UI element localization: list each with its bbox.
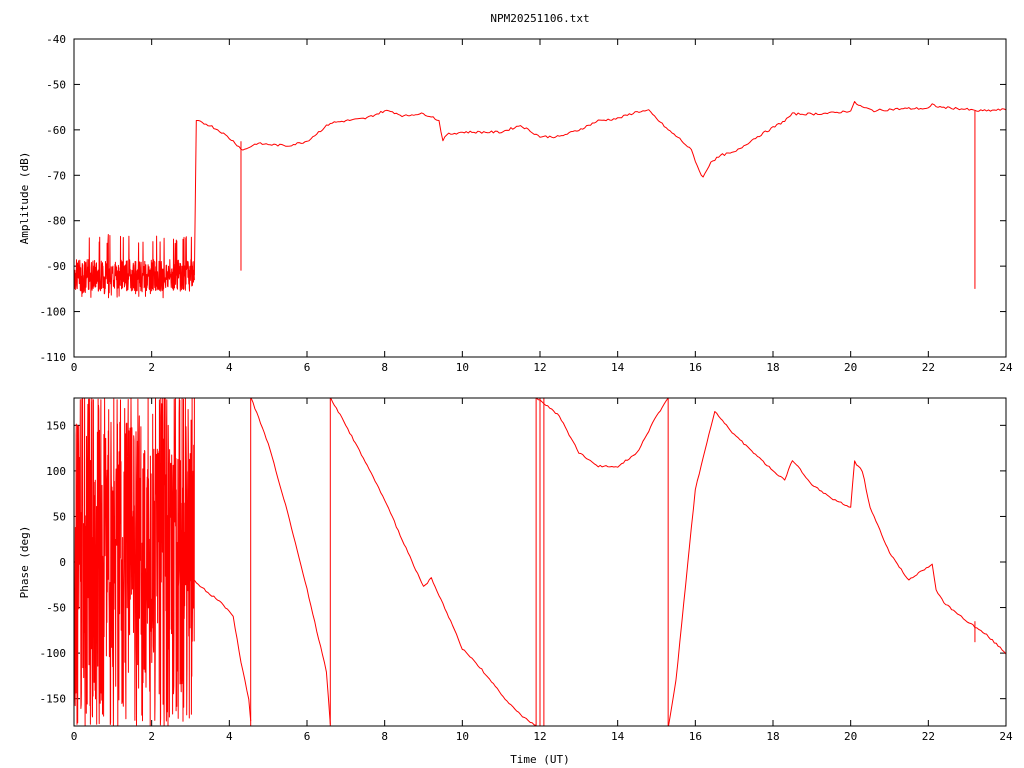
phase-ticks: 0 2 4 6 8 10 12 14 16 18 20 22 24150100500-50-100-15… (40, 398, 1013, 743)
amplitude-panel: 0 2 4 6 8 10 12 14 16 18 20 22 24-40-50-60-70-80-90-… (18, 33, 1013, 374)
phase-x-tick-label: 16 (689, 730, 702, 743)
amplitude-noise-band (73, 234, 195, 299)
amplitude-y-tick-label: -70 (46, 169, 66, 182)
amplitude-y-tick-label: -90 (46, 260, 66, 273)
amplitude-x-tick-label: 16 (689, 361, 702, 374)
phase-y-axis-label: Phase (deg) (18, 526, 31, 599)
phase-y-tick-label: -150 (40, 693, 67, 706)
phase-x-tick-label: 2 (148, 730, 155, 743)
amplitude-x-tick-label: 4 (226, 361, 233, 374)
amplitude-x-tick-label: 10 (456, 361, 469, 374)
amplitude-y-tick-label: -60 (46, 124, 66, 137)
amplitude-y-tick-label: -50 (46, 78, 66, 91)
phase-plot-frame (73, 397, 1007, 727)
phase-x-tick-label: 8 (381, 730, 388, 743)
amplitude-ticks: 0 2 4 6 8 10 12 14 16 18 20 22 24-40-50-60-70-80-90-… (40, 33, 1013, 374)
amplitude-x-tick-label: 6 (304, 361, 311, 374)
amplitude-trace (73, 101, 1007, 299)
phase-x-tick-label: 18 (766, 730, 779, 743)
phase-x-tick-label: 10 (456, 730, 469, 743)
amplitude-x-tick-label: 24 (999, 361, 1013, 374)
amplitude-x-tick-label: 8 (381, 361, 388, 374)
chart-title: NPM20251106.txt (490, 12, 589, 25)
amplitude-x-tick-label: 14 (611, 361, 625, 374)
x-axis-label: Time (UT) (510, 753, 570, 766)
phase-x-tick-label: 12 (533, 730, 546, 743)
amplitude-y-tick-label: -100 (40, 306, 67, 319)
phase-x-tick-label: 22 (922, 730, 935, 743)
amplitude-x-tick-label: 20 (844, 361, 857, 374)
amplitude-x-tick-label: 0 (71, 361, 78, 374)
phase-x-tick-label: 0 (71, 730, 78, 743)
phase-x-tick-label: 24 (999, 730, 1013, 743)
phase-x-tick-label: 6 (304, 730, 311, 743)
amplitude-main-trace (193, 101, 1007, 276)
amplitude-x-tick-label: 18 (766, 361, 779, 374)
amplitude-y-tick-label: -110 (40, 351, 67, 364)
phase-trace (73, 397, 1007, 727)
phase-y-tick-label: 50 (53, 510, 66, 523)
phase-noise-band (73, 397, 195, 727)
amplitude-plot-frame (73, 38, 1007, 358)
phase-main-trace (193, 397, 1007, 727)
phase-y-tick-label: 100 (46, 465, 66, 478)
amplitude-x-tick-label: 2 (148, 361, 155, 374)
amplitude-y-axis-label: Amplitude (dB) (18, 152, 31, 245)
phase-y-tick-label: -100 (40, 647, 67, 660)
phase-panel: 0 2 4 6 8 10 12 14 16 18 20 22 24150100500-50-100-15… (18, 397, 1013, 766)
amplitude-y-tick-label: -80 (46, 215, 66, 228)
amplitude-y-tick-label: -40 (46, 33, 66, 46)
amplitude-x-tick-label: 12 (533, 361, 546, 374)
phase-y-tick-label: 150 (46, 419, 66, 432)
phase-x-tick-label: 14 (611, 730, 625, 743)
amplitude-x-tick-label: 22 (922, 361, 935, 374)
phase-x-tick-label: 4 (226, 730, 233, 743)
phase-y-tick-label: -50 (46, 602, 66, 615)
phase-x-tick-label: 20 (844, 730, 857, 743)
phase-y-tick-label: 0 (59, 556, 66, 569)
